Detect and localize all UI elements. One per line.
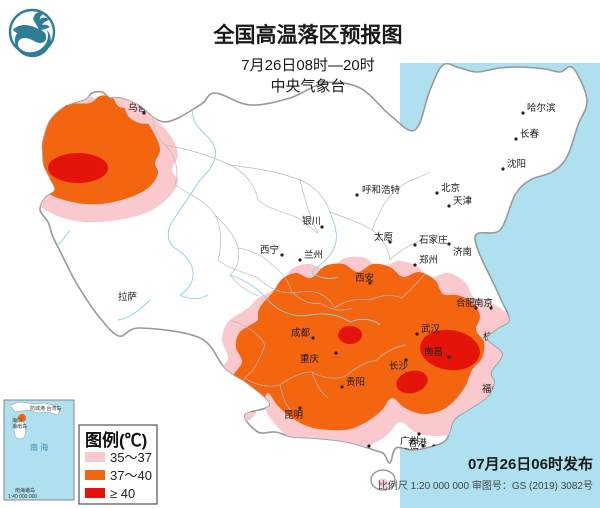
svg-text:西宁: 西宁: [260, 244, 279, 256]
svg-text:合肥: 合肥: [456, 297, 476, 309]
svg-text:西安: 西安: [355, 272, 374, 284]
svg-text:成都: 成都: [291, 327, 311, 339]
svg-text:全国高温落区预报图: 全国高温落区预报图: [213, 23, 403, 47]
svg-text:沈阳: 沈阳: [507, 158, 526, 170]
svg-text:石家庄: 石家庄: [419, 234, 448, 246]
svg-text:长春: 长春: [520, 128, 540, 140]
svg-text:南海诸岛: 南海诸岛: [15, 487, 35, 494]
svg-text:南京: 南京: [474, 297, 493, 309]
svg-text:昆明: 昆明: [284, 410, 303, 421]
svg-text:图例(℃): 图例(℃): [85, 430, 147, 450]
svg-text:≥ 40: ≥ 40: [110, 486, 135, 501]
svg-text:呼和浩特: 呼和浩特: [362, 184, 401, 196]
svg-text:香港: 香港: [408, 437, 428, 449]
svg-text:天津: 天津: [453, 196, 473, 207]
svg-text:比例尺 1:20 000 000 审图号：GS (20: 比例尺 1:20 000 000 审图号：GS (2019) 3082号: [378, 479, 593, 492]
svg-text:37～40: 37～40: [110, 468, 152, 483]
svg-text:7月26日08时—20时: 7月26日08时—20时: [241, 57, 374, 74]
svg-text:北京: 北京: [441, 182, 460, 194]
svg-text:长沙: 长沙: [389, 360, 409, 372]
svg-text:重庆: 重庆: [300, 353, 320, 365]
svg-text:银川: 银川: [302, 215, 321, 227]
svg-text:中央气象台: 中央气象台: [270, 78, 345, 95]
svg-text:海口: 海口: [12, 417, 22, 424]
svg-text:1:40 000 000: 1:40 000 000: [8, 494, 37, 500]
svg-text:35～37: 35～37: [110, 450, 152, 465]
svg-text:武汉: 武汉: [421, 323, 441, 335]
svg-text:南 海: 南 海: [30, 442, 48, 452]
svg-text:郑州: 郑州: [419, 254, 438, 266]
svg-text:兰州: 兰州: [304, 249, 323, 261]
svg-text:贵阳: 贵阳: [346, 376, 365, 388]
svg-text:南昌: 南昌: [424, 346, 443, 358]
svg-text:海南岛: 海南岛: [12, 423, 27, 430]
svg-text:拉萨: 拉萨: [118, 291, 138, 303]
svg-text:防城港 台湾岛: 防城港 台湾岛: [30, 405, 61, 412]
svg-text:哈尔滨: 哈尔滨: [527, 102, 556, 114]
svg-text:济南: 济南: [453, 246, 472, 258]
svg-text:太原: 太原: [374, 231, 393, 243]
svg-text:07月26日06时发布: 07月26日06时发布: [468, 455, 593, 473]
